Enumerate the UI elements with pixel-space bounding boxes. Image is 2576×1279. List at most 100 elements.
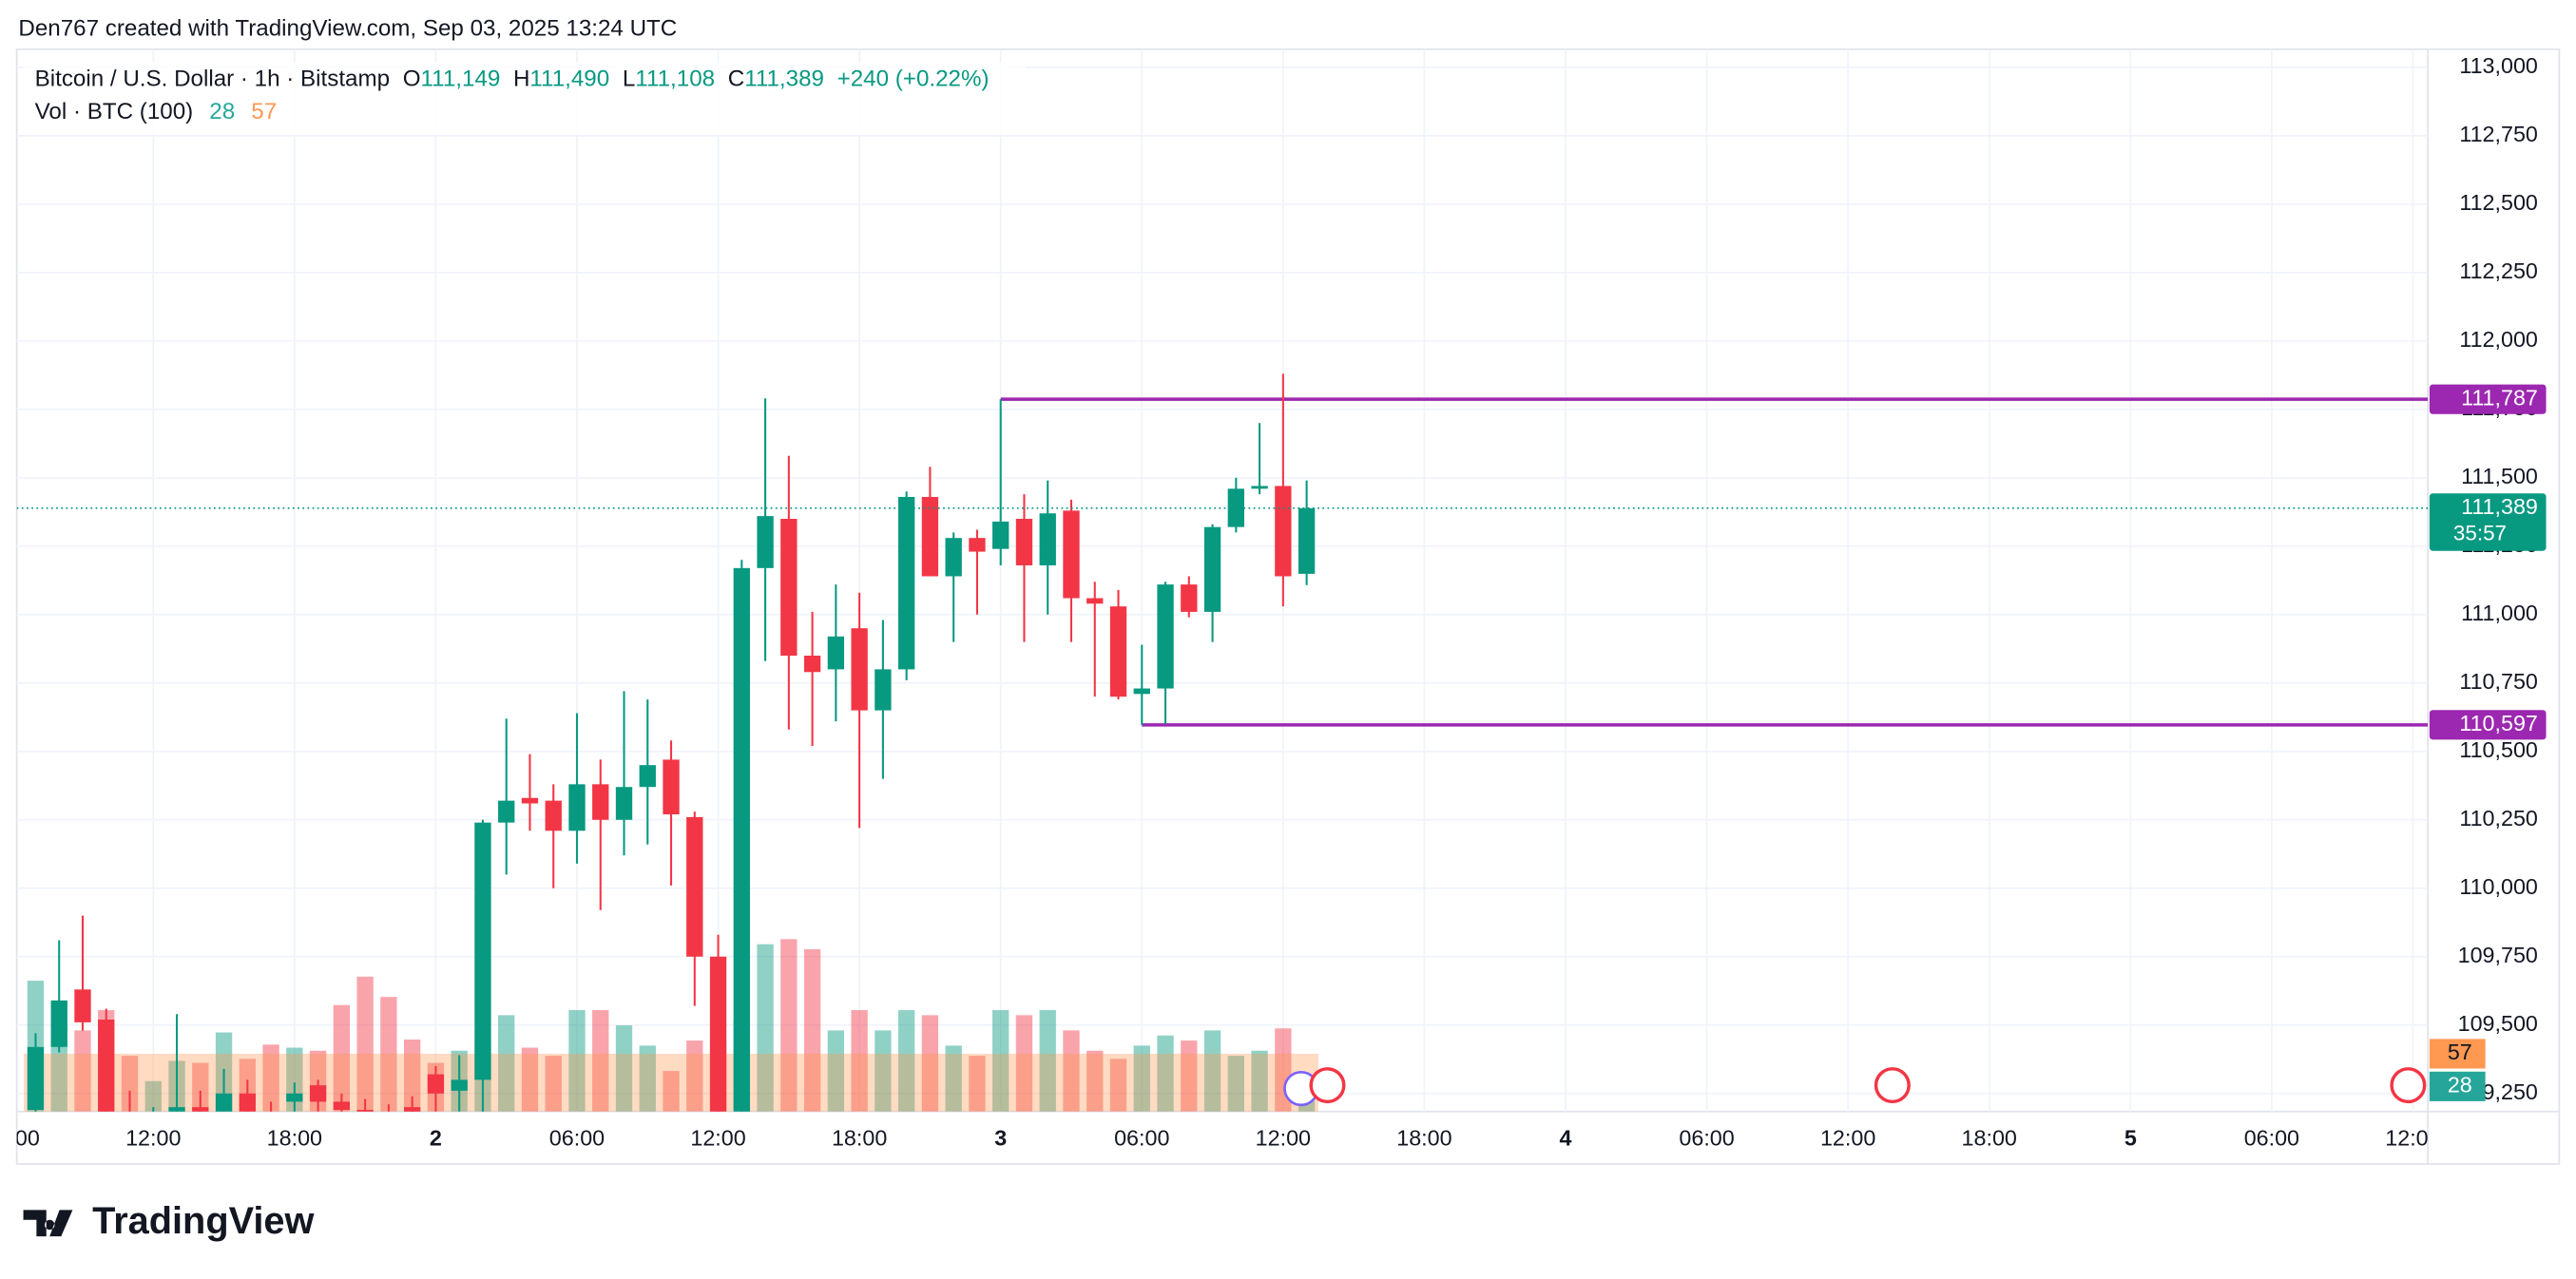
- volume-bar: [875, 1030, 892, 1112]
- y-tick-label: 112,250: [2459, 258, 2538, 283]
- candle-body: [1063, 510, 1080, 599]
- x-tick-label: 12:00: [2385, 1125, 2440, 1150]
- level-tag: [2429, 710, 2547, 740]
- x-tick-label: 12:00: [1256, 1125, 1311, 1150]
- candle-body: [803, 655, 821, 673]
- legend-key: C: [728, 67, 744, 92]
- candle-body: [1275, 486, 1292, 577]
- volume-bar: [74, 1030, 91, 1112]
- candle-body: [215, 1093, 233, 1112]
- legend-bg: [23, 62, 1026, 135]
- legend-key: L: [623, 67, 635, 92]
- candle-body: [286, 1093, 303, 1102]
- candle-body: [733, 567, 750, 1112]
- volume-bar: [663, 1071, 680, 1112]
- x-tick-label: 06:00: [549, 1125, 605, 1150]
- volume-bar: [1251, 1050, 1268, 1112]
- frame: [15, 48, 2561, 1165]
- volume-bar: [1157, 1035, 1174, 1112]
- volume-bar: [969, 1056, 986, 1112]
- last-price-tag: [2429, 493, 2547, 551]
- candle-body: [1298, 507, 1316, 574]
- candle-body: [1181, 584, 1198, 612]
- candle-body: [592, 784, 609, 820]
- volume-bar: [592, 1010, 609, 1112]
- candle-body: [1086, 598, 1104, 604]
- volume-bar: [121, 1056, 139, 1112]
- y-tick-label: 109,500: [2458, 1011, 2538, 1036]
- volume-bar: [615, 1025, 633, 1112]
- legend-key: O: [403, 67, 421, 92]
- candle-body: [851, 628, 868, 711]
- candle-body: [427, 1074, 445, 1094]
- candle-body: [192, 1107, 209, 1112]
- volume-ma-value: 57: [251, 100, 277, 125]
- volume-bar: [827, 1030, 845, 1112]
- y-tick-label: 110,000: [2459, 874, 2538, 899]
- volume-pane: [24, 939, 1318, 1112]
- candle-body: [98, 1019, 115, 1112]
- candle-body: [356, 1110, 374, 1112]
- volume-bar: [356, 976, 374, 1112]
- y-tick-label: 110,750: [2459, 669, 2538, 694]
- x-tick-label: 12:00: [1820, 1125, 1875, 1150]
- event-flag: [1874, 1067, 1911, 1104]
- candle-body: [1203, 526, 1221, 612]
- candle-body: [709, 956, 727, 1112]
- volume-bar: [1133, 1045, 1150, 1112]
- candle-body: [780, 519, 798, 656]
- candle-body: [1251, 486, 1268, 489]
- x-tick-label: 18:00: [1396, 1125, 1451, 1150]
- volume-bar: [403, 1039, 421, 1112]
- level-tag-label: 110,597: [2459, 711, 2538, 735]
- volume-ma-tag: [2429, 1039, 2486, 1069]
- y-tick-label: 112,750: [2459, 122, 2538, 146]
- candle-body: [309, 1085, 327, 1102]
- candles: [16, 373, 2429, 1112]
- legend-change: +240 (+0.22%): [837, 67, 990, 92]
- symbol: Bitcoin / U.S. Dollar · 1h · Bitstamp: [35, 67, 390, 92]
- candle-body: [757, 516, 774, 568]
- volume-bar: [545, 1056, 562, 1112]
- candle-body: [639, 765, 656, 788]
- volume-bar: [1181, 1040, 1198, 1112]
- volume-value: 28: [209, 100, 235, 125]
- volume-bar: [1086, 1050, 1104, 1112]
- level-tag: [2429, 384, 2547, 414]
- volume-bar: [380, 997, 397, 1112]
- x-tick-label: 18:00: [1962, 1125, 2017, 1150]
- candle-body: [498, 800, 515, 823]
- legend-value: 111,108: [635, 67, 715, 92]
- x-tick-label: 12:00: [125, 1125, 181, 1150]
- candle-body: [568, 784, 586, 831]
- candle-body: [403, 1107, 421, 1112]
- volume-bar: [780, 939, 798, 1112]
- candle-body: [239, 1093, 256, 1112]
- x-tick-label: 5: [2124, 1125, 2137, 1150]
- level-tag-label: 111,787: [2461, 385, 2538, 410]
- volume-bar: [1039, 1010, 1056, 1112]
- x-tick-label: 06:00: [2244, 1125, 2299, 1150]
- volume-bar: [803, 949, 821, 1112]
- volume-tag: [2429, 1071, 2486, 1101]
- volume-bar: [333, 1004, 351, 1112]
- volume-bar: [1227, 1056, 1244, 1112]
- candle-body: [27, 1046, 45, 1111]
- candle-body: [451, 1079, 468, 1091]
- countdown: 35:57: [2453, 521, 2507, 544]
- candle-body: [969, 538, 986, 552]
- volume-ma-tag-label: 57: [2448, 1040, 2472, 1064]
- y-tick-label: 112,500: [2459, 190, 2538, 215]
- candle-body: [921, 496, 939, 577]
- volume-bar: [192, 1062, 209, 1112]
- candle-body: [1015, 519, 1033, 565]
- volume-bar: [639, 1045, 656, 1112]
- x-tick-label: 18:00: [832, 1125, 887, 1150]
- legend-value: 111,490: [529, 67, 609, 92]
- legend-volume: Vol · BTC (100) 28 57: [35, 100, 278, 125]
- candle-body: [1133, 688, 1150, 695]
- event-flag: [2390, 1067, 2427, 1104]
- logo-mark: [23, 1210, 73, 1237]
